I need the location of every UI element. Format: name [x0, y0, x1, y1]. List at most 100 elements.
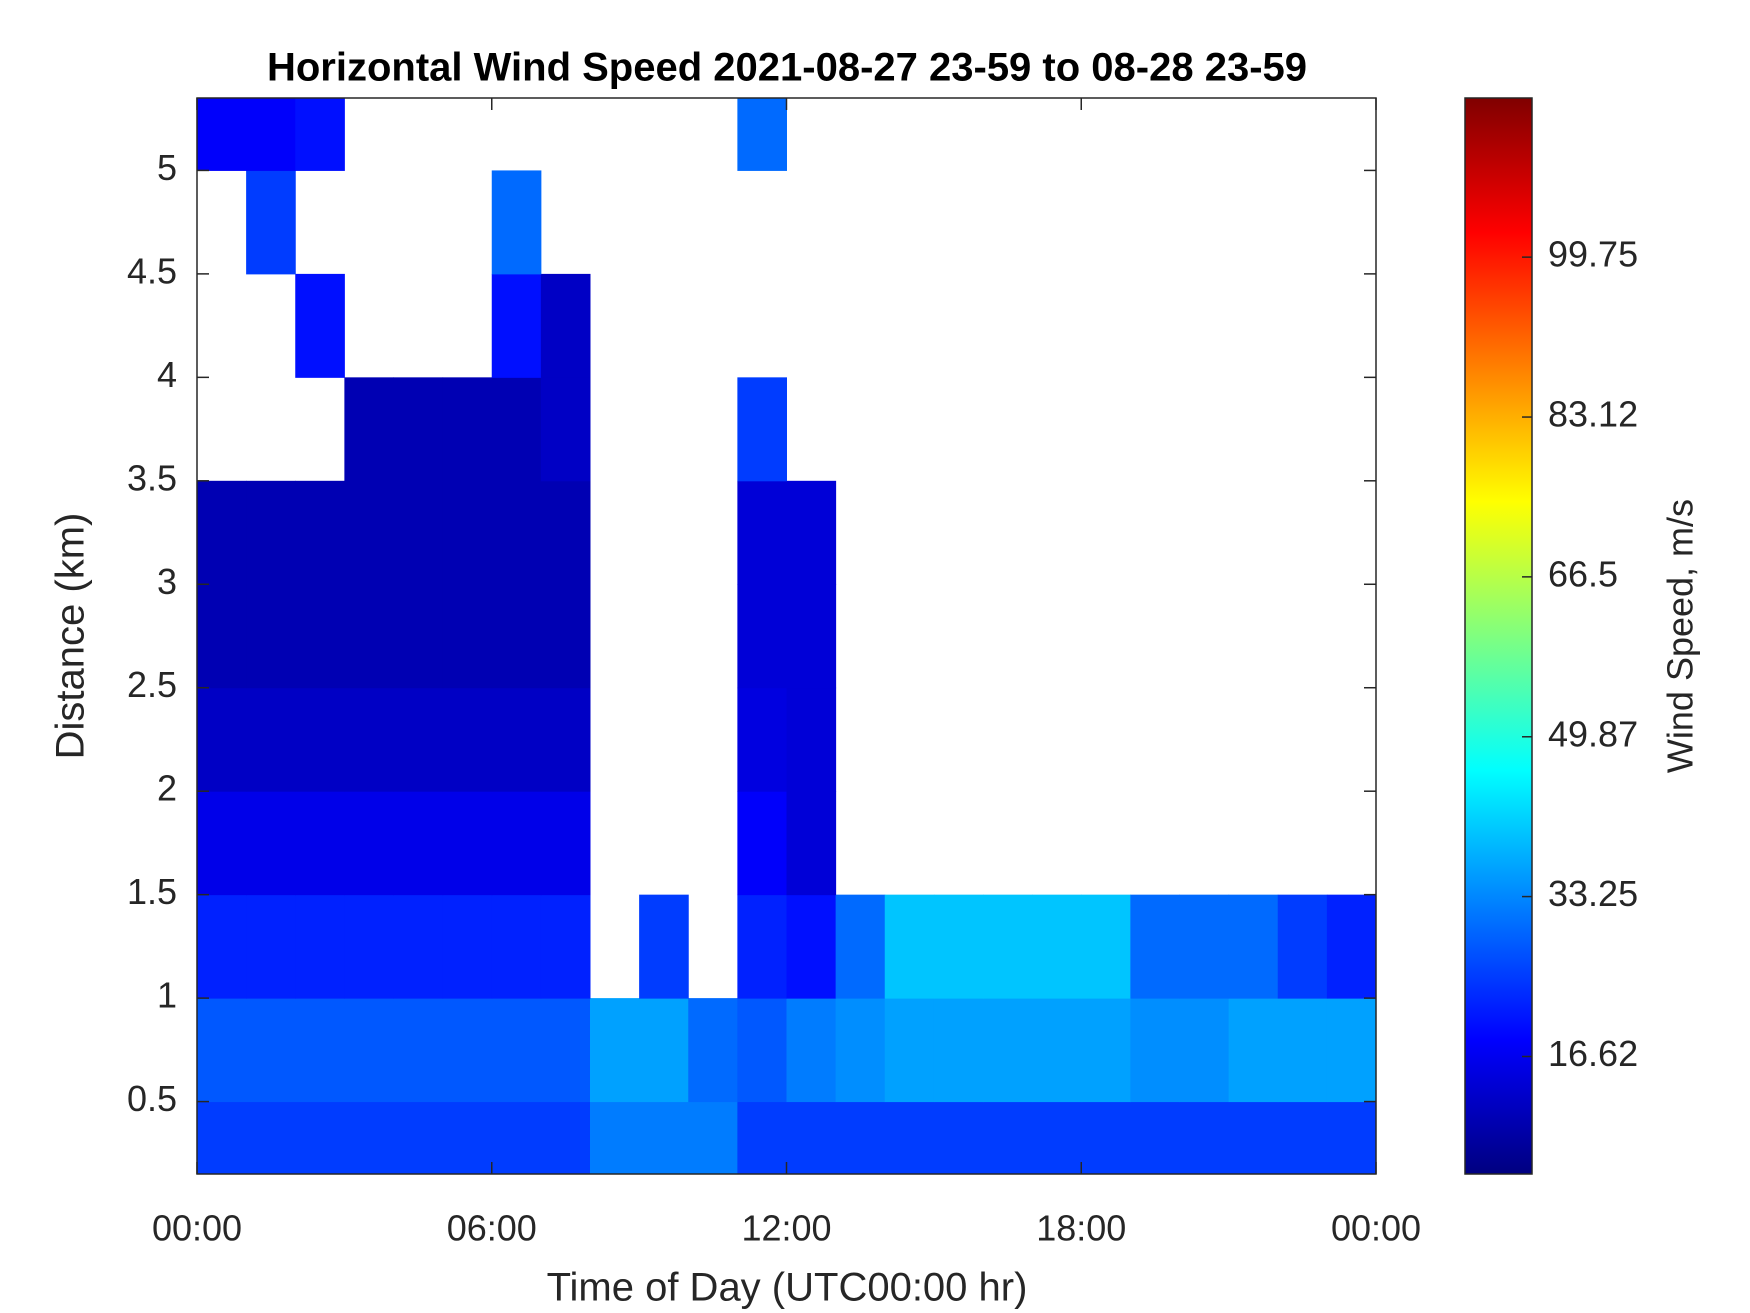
- heatmap-cell: [197, 480, 247, 585]
- heatmap-cell: [540, 791, 591, 896]
- heatmap-cell: [491, 894, 542, 999]
- heatmap-cell: [540, 273, 591, 378]
- heatmap-cell: [491, 584, 542, 689]
- colorbar-tick-label: 99.75: [1548, 234, 1638, 275]
- heatmap-cell: [1228, 1101, 1279, 1175]
- heatmap-cell: [884, 1101, 935, 1175]
- heatmap-cell: [540, 584, 591, 689]
- chart-title: Horizontal Wind Speed 2021-08-27 23-59 t…: [267, 46, 1307, 90]
- heatmap-cell: [786, 791, 837, 896]
- heatmap-cell: [835, 1101, 886, 1175]
- heatmap-cell: [786, 687, 837, 792]
- heatmap-cell: [540, 687, 591, 792]
- heatmap-cell: [246, 170, 296, 275]
- heatmap-cell: [737, 98, 787, 171]
- heatmap-cell: [1179, 998, 1230, 1103]
- heatmap-cell: [1326, 894, 1377, 999]
- heatmap-cell: [295, 687, 345, 792]
- heatmap-cell: [786, 894, 837, 999]
- heatmap-cell: [246, 998, 296, 1103]
- y-tick-label: 0.5: [127, 1078, 177, 1119]
- y-tick-label: 4: [157, 354, 177, 395]
- heatmap-cell: [737, 687, 787, 792]
- y-tick-label: 1: [157, 975, 177, 1016]
- heatmap-cell: [835, 894, 886, 999]
- heatmap-cell: [393, 377, 444, 482]
- heatmap-cell: [344, 791, 394, 896]
- heatmap-cell: [1032, 998, 1082, 1103]
- heatmap-cell: [1179, 894, 1230, 999]
- heatmap-cell: [295, 791, 345, 896]
- heatmap-cell: [737, 894, 787, 999]
- colorbar-tick-label: 66.5: [1548, 553, 1618, 594]
- heatmap-cell: [442, 584, 493, 689]
- heatmap-cell: [1326, 998, 1377, 1103]
- heatmap-cell: [786, 1101, 837, 1175]
- heatmap-cell: [491, 998, 542, 1103]
- heatmap-cell: [737, 377, 787, 482]
- heatmap-cell: [344, 1101, 394, 1175]
- heatmap-cell: [983, 998, 1033, 1103]
- heatmap-cell: [1130, 1101, 1180, 1175]
- heatmap-cell: [1277, 1101, 1328, 1175]
- heatmap-cell: [393, 998, 444, 1103]
- colorbar-tick-label: 49.87: [1548, 713, 1638, 754]
- heatmap-cell: [197, 998, 247, 1103]
- heatmap-cell: [295, 1101, 345, 1175]
- heatmap-cell: [540, 377, 591, 482]
- heatmap-cell: [933, 1101, 984, 1175]
- colorbar-label: Wind Speed, m/s: [1660, 499, 1701, 773]
- heatmap-cell: [491, 480, 542, 585]
- colorbar: [1464, 97, 1533, 1175]
- heatmap-cell: [197, 791, 247, 896]
- heatmap-cell: [639, 1101, 689, 1175]
- x-tick-label: 12:00: [741, 1208, 831, 1249]
- heatmap-cell: [246, 687, 296, 792]
- heatmap-cell: [688, 1101, 738, 1175]
- heatmap-cell: [540, 894, 591, 999]
- heatmap-cell: [344, 687, 394, 792]
- heatmap-cell: [442, 791, 493, 896]
- heatmap-cell: [393, 894, 444, 999]
- colorbar-tick-label: 83.12: [1548, 394, 1638, 435]
- heatmap-cell: [442, 894, 493, 999]
- heatmap-cell: [1081, 1101, 1131, 1175]
- y-tick-label: 4.5: [127, 250, 177, 291]
- heatmap-cell: [246, 584, 296, 689]
- heatmap-cell: [442, 998, 493, 1103]
- heatmap-cell: [737, 480, 787, 585]
- heatmap-cell: [295, 998, 345, 1103]
- heatmap-cell: [344, 998, 394, 1103]
- heatmap-cell: [1032, 1101, 1082, 1175]
- heatmap-cell: [344, 584, 394, 689]
- heatmap-cell: [491, 377, 542, 482]
- heatmap-cell: [197, 894, 247, 999]
- heatmap-cell: [295, 480, 345, 585]
- heatmap-cell: [491, 170, 542, 275]
- heatmap-cell: [1081, 894, 1131, 999]
- heatmap-cell: [590, 998, 640, 1103]
- heatmap-cell: [590, 1101, 640, 1175]
- heatmap-cell: [491, 791, 542, 896]
- heatmap-cell: [540, 1101, 591, 1175]
- x-tick-label: 18:00: [1036, 1208, 1126, 1249]
- heatmap-cell: [1277, 894, 1328, 999]
- heatmap-cell: [540, 998, 591, 1103]
- heatmap-cell: [688, 998, 738, 1103]
- heatmap-cell: [1326, 1101, 1377, 1175]
- heatmap-cell: [835, 998, 886, 1103]
- heatmap-cell: [639, 998, 689, 1103]
- heatmap-cell: [540, 480, 591, 585]
- x-axis-label: Time of Day (UTC00:00 hr): [547, 1266, 1028, 1310]
- x-tick-label: 00:00: [152, 1208, 242, 1249]
- heatmap-cell: [295, 273, 345, 378]
- heatmap-cell: [442, 687, 493, 792]
- heatmap-cell: [246, 480, 296, 585]
- heatmap-cell: [197, 98, 247, 171]
- heatmap-cell: [246, 98, 296, 171]
- x-tick-label: 00:00: [1331, 1208, 1421, 1249]
- heatmap-cell: [786, 584, 837, 689]
- heatmap-cell: [884, 894, 935, 999]
- heatmap-cell: [983, 894, 1033, 999]
- y-tick-label: 5: [157, 147, 177, 188]
